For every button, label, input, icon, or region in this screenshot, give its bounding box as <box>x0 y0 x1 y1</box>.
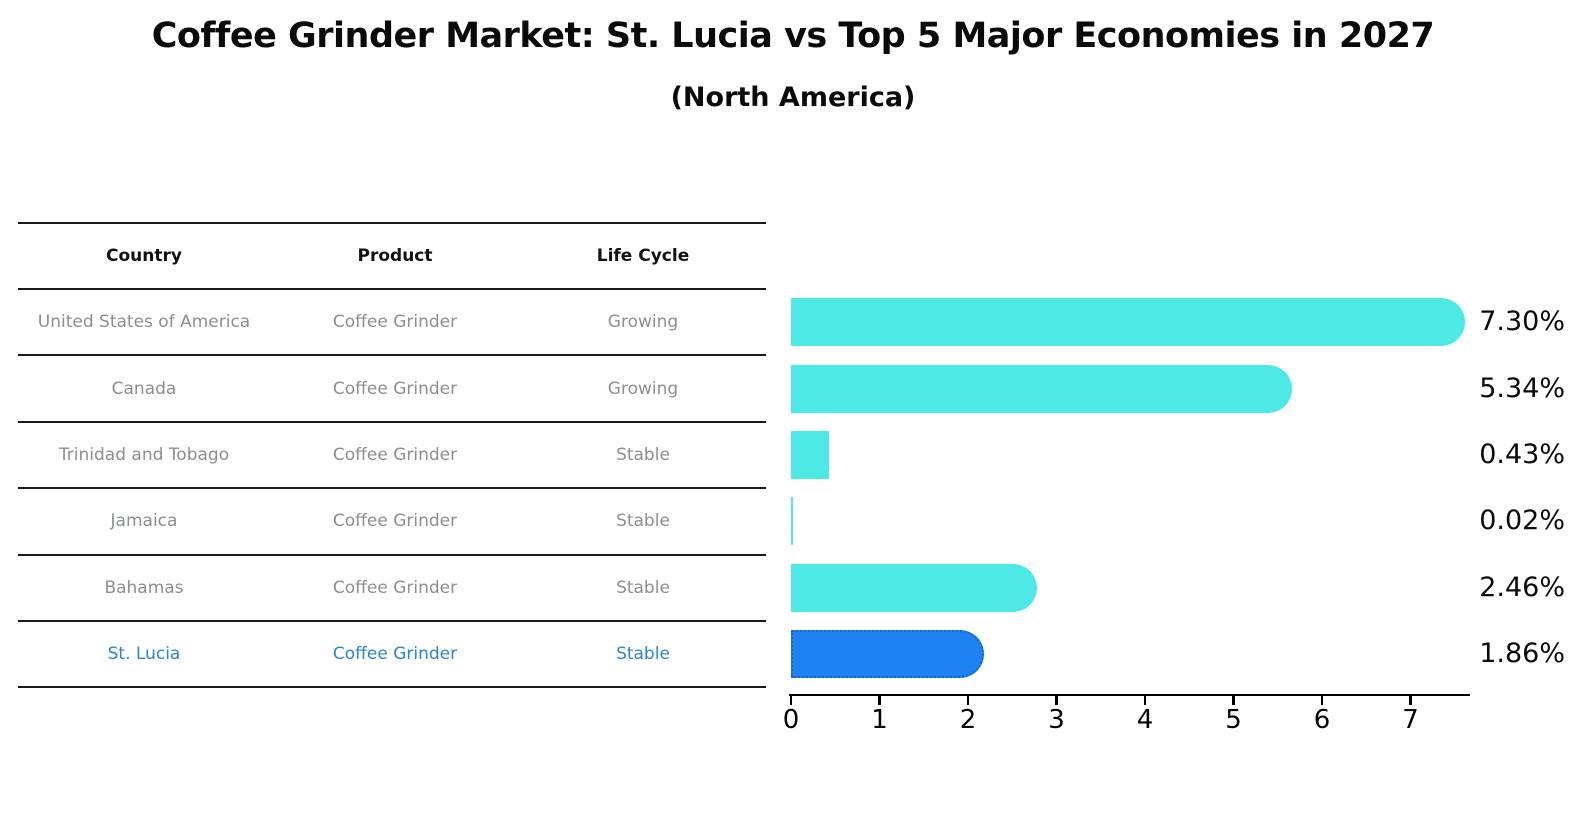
product-cell: Coffee Grinder <box>332 577 458 598</box>
x-tick <box>789 696 793 705</box>
column-header-lifecycle: Life Cycle <box>596 246 690 266</box>
product-cell: Coffee Grinder <box>332 444 458 465</box>
x-tick-label: 7 <box>1402 705 1419 735</box>
country-cell: Bahamas <box>104 577 184 598</box>
product-cell: Coffee Grinder <box>332 312 458 333</box>
chart-title: Coffee Grinder Market: St. Lucia vs Top … <box>151 16 1435 56</box>
column-header-country: Country <box>106 246 182 266</box>
table-header-row: Country Product Life Cycle <box>18 224 766 290</box>
country-table: Country Product Life Cycle United States… <box>18 222 766 689</box>
bar-canada <box>791 364 1292 413</box>
lifecycle-cell: Stable <box>616 444 670 465</box>
x-tick-label: 1 <box>871 705 888 735</box>
x-tick-label: 5 <box>1225 705 1242 735</box>
product-cell: Coffee Grinder <box>332 511 458 532</box>
bar-united-states <box>791 298 1466 347</box>
x-tick <box>1409 696 1412 705</box>
country-cell: Jamaica <box>110 511 178 532</box>
value-label: 1.86% <box>1479 638 1565 670</box>
x-tick <box>878 696 881 705</box>
x-tick <box>1320 696 1324 705</box>
bar-bahamas <box>791 563 1037 612</box>
lifecycle-cell: Stable <box>616 511 670 532</box>
lifecycle-cell: Stable <box>616 644 670 665</box>
x-tick <box>1055 696 1058 705</box>
x-tick <box>1143 696 1147 705</box>
x-tick-label: 2 <box>959 705 977 735</box>
table-row: United States of America Coffee Grinder … <box>18 290 766 357</box>
x-tick-label: 0 <box>782 705 800 735</box>
product-cell: Coffee Grinder <box>332 644 458 665</box>
bar-trinidad-tobago <box>791 431 830 479</box>
country-cell: St. Lucia <box>107 644 181 665</box>
value-label: 5.34% <box>1479 372 1565 404</box>
x-tick <box>966 696 970 705</box>
x-tick-label: 3 <box>1048 705 1065 735</box>
column-header-product: Product <box>357 246 433 266</box>
table-row: Trinidad and Tobago Coffee Grinder Stabl… <box>18 423 766 490</box>
value-label: 7.30% <box>1479 306 1565 338</box>
chart-subtitle: (North America) <box>670 82 916 113</box>
product-cell: Coffee Grinder <box>332 378 458 399</box>
lifecycle-cell: Growing <box>607 312 679 333</box>
lifecycle-cell: Growing <box>607 378 679 399</box>
x-tick-label: 4 <box>1136 705 1154 735</box>
bar-st-lucia-highlight <box>791 630 984 679</box>
x-tick-label: 6 <box>1313 705 1331 735</box>
table-row: Bahamas Coffee Grinder Stable <box>18 556 766 622</box>
x-axis-line <box>789 694 1470 696</box>
value-label: 0.02% <box>1479 505 1565 537</box>
table-row: Jamaica Coffee Grinder Stable <box>18 489 766 556</box>
table-row-highlighted: St. Lucia Coffee Grinder Stable <box>18 622 766 689</box>
bar-jamaica <box>791 497 793 546</box>
country-cell: Trinidad and Tobago <box>58 444 230 465</box>
x-tick <box>1232 696 1235 705</box>
table-row: Canada Coffee Grinder Growing <box>18 356 766 423</box>
lifecycle-cell: Stable <box>616 577 670 598</box>
country-cell: Canada <box>111 378 177 399</box>
country-cell: United States of America <box>37 312 251 333</box>
value-label: 0.43% <box>1479 439 1565 470</box>
value-label: 2.46% <box>1479 571 1565 603</box>
